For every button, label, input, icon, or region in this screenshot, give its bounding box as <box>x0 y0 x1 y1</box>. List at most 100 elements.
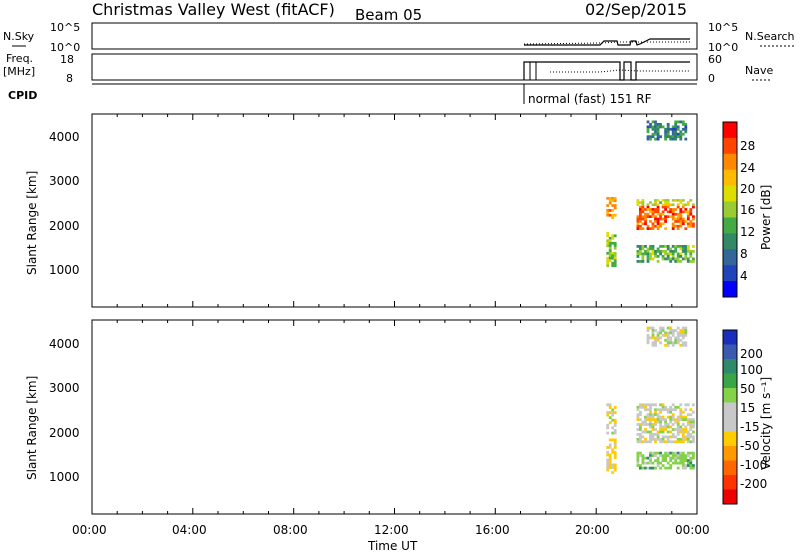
velocity-cell <box>666 440 670 444</box>
velocity-cell <box>613 466 617 469</box>
velocity-cell <box>611 413 615 417</box>
velocity-cell <box>684 343 688 347</box>
velocity-cell <box>671 461 675 465</box>
velocity-cell <box>669 466 673 470</box>
power-cell <box>676 132 680 136</box>
velocity-cell <box>659 420 662 424</box>
power-cell <box>613 259 617 263</box>
velocity-cell <box>656 433 660 436</box>
velocity-cells <box>606 326 695 474</box>
velocity-cell <box>659 425 662 429</box>
velocity-cell <box>671 343 675 347</box>
power-cell <box>656 127 660 131</box>
velocity-cell <box>659 438 662 441</box>
power-cbar-tick-16: 16 <box>740 203 755 217</box>
velocity-cell <box>641 459 645 462</box>
velocity-cell <box>649 410 652 414</box>
velocity-cbar-label: Velocity [m s⁻¹] <box>759 377 773 470</box>
power-cell <box>661 210 665 214</box>
power-cell <box>613 197 617 200</box>
velocity-cell <box>654 410 657 414</box>
velocity-cell <box>659 415 662 419</box>
velocity-cell <box>686 423 690 426</box>
velocity-cell <box>671 329 675 332</box>
velocity-cell <box>641 423 645 426</box>
velocity-cell <box>666 423 670 426</box>
power-cell <box>636 217 640 221</box>
velocity-cell <box>686 438 690 441</box>
velocity-cell <box>636 405 640 409</box>
power-cell <box>674 199 678 202</box>
station-title: Christmas Valley West (fitACF) <box>92 0 335 19</box>
power-cell <box>689 210 693 214</box>
power-cell <box>654 203 657 206</box>
power-cell <box>689 220 693 223</box>
nsky-label: N.Sky <box>3 30 35 43</box>
velocity-cell <box>639 438 642 441</box>
velocity-cell <box>684 438 688 441</box>
power-cell <box>651 252 655 256</box>
power-cell <box>644 250 647 253</box>
velocity-cell <box>664 405 667 409</box>
velocity-cell <box>669 418 673 421</box>
velocity-cell <box>606 403 610 407</box>
power-cell <box>654 123 657 126</box>
freq-tick-top: 18 <box>60 53 74 66</box>
power-cell <box>656 217 660 221</box>
power-cell <box>674 247 678 251</box>
power-cbar-tick-12: 12 <box>740 225 755 239</box>
velocity-cell <box>639 435 642 439</box>
velocity-cell <box>669 408 673 412</box>
velocity-cell <box>654 329 657 332</box>
power-cbar-segment <box>723 169 737 186</box>
velocity-cell <box>611 438 615 442</box>
power-cell <box>679 260 683 263</box>
power-cell <box>654 215 657 218</box>
velocity-cell <box>656 331 660 335</box>
power-cell <box>679 252 683 256</box>
velocity-cell <box>644 405 647 409</box>
power-cell <box>681 123 685 126</box>
velocity-cell <box>669 326 673 330</box>
power-cell <box>611 264 615 268</box>
power-cell <box>641 222 645 226</box>
velocity-cell <box>636 433 640 436</box>
velocity-cell <box>669 440 673 444</box>
power-cell <box>664 199 667 202</box>
power-cell <box>676 125 680 129</box>
power-cell <box>636 255 640 258</box>
velocity-cell <box>654 343 657 347</box>
velocity-cell <box>664 456 667 460</box>
power-cell <box>664 208 667 211</box>
velocity-cell <box>646 423 650 426</box>
power-cell <box>681 257 685 261</box>
velocity-cell <box>606 423 610 427</box>
velocity-cell <box>649 451 652 455</box>
power-cell <box>656 132 660 136</box>
velocity-cell <box>684 456 688 460</box>
velocity-cell <box>649 326 652 330</box>
velocity-cell <box>636 418 640 421</box>
nsky-tick-bottom: 10^0 <box>50 41 80 54</box>
power-cell <box>641 203 645 206</box>
velocity-cell <box>646 329 650 332</box>
power-cell <box>649 255 652 258</box>
velocity-cell <box>681 336 685 340</box>
velocity-cell <box>684 464 688 467</box>
power-cell <box>611 199 615 203</box>
velocity-cell <box>686 433 690 436</box>
cpid-panel: CPID normal (fast) 151 RF <box>8 83 697 106</box>
freq-trace <box>523 61 690 81</box>
velocity-cell <box>611 466 615 469</box>
velocity-cell <box>641 420 645 424</box>
power-cell <box>649 247 652 251</box>
velocity-cell <box>669 338 673 342</box>
cpid-annotation: normal (fast) 151 RF <box>528 92 652 106</box>
power-cell <box>654 201 657 204</box>
power-cell <box>641 260 645 263</box>
velocity-cell <box>686 461 690 465</box>
velocity-cell <box>692 440 695 444</box>
velocity-cell <box>666 408 670 412</box>
velocity-cell <box>674 435 678 439</box>
power-cell <box>671 212 675 216</box>
